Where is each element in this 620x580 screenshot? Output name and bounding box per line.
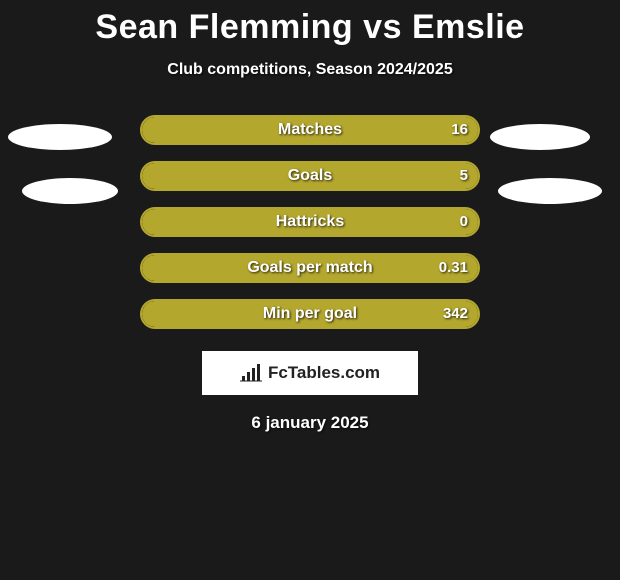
stat-row: Goals per match0.31: [0, 253, 620, 283]
stat-row: Min per goal342: [0, 299, 620, 329]
stat-bar: [140, 161, 480, 191]
decorative-ellipse: [498, 178, 602, 204]
stat-bar: [140, 299, 480, 329]
stat-bar-fill: [142, 301, 478, 327]
brand-text: FcTables.com: [268, 363, 380, 383]
player1-name: Sean Flemming: [95, 8, 353, 46]
decorative-ellipse: [490, 124, 590, 150]
decorative-ellipse: [22, 178, 118, 204]
stat-bar-fill: [142, 117, 478, 143]
date-label: 6 january 2025: [0, 413, 620, 433]
brand-badge: FcTables.com: [202, 351, 418, 395]
stat-bar-fill: [142, 255, 478, 281]
player2-name: Emslie: [412, 8, 525, 46]
stat-bar: [140, 115, 480, 145]
stat-bar-fill: [142, 163, 478, 189]
subtitle: Club competitions, Season 2024/2025: [0, 61, 620, 79]
bar-chart-icon: [240, 364, 262, 382]
decorative-ellipse: [8, 124, 112, 150]
comparison-infographic: Sean Flemming vs Emslie Club competition…: [0, 0, 620, 433]
vs-separator: vs: [363, 8, 402, 46]
stat-bar-fill: [142, 209, 478, 235]
stat-bar: [140, 253, 480, 283]
page-title: Sean Flemming vs Emslie: [0, 8, 620, 47]
stat-row: Hattricks0: [0, 207, 620, 237]
stat-bar: [140, 207, 480, 237]
